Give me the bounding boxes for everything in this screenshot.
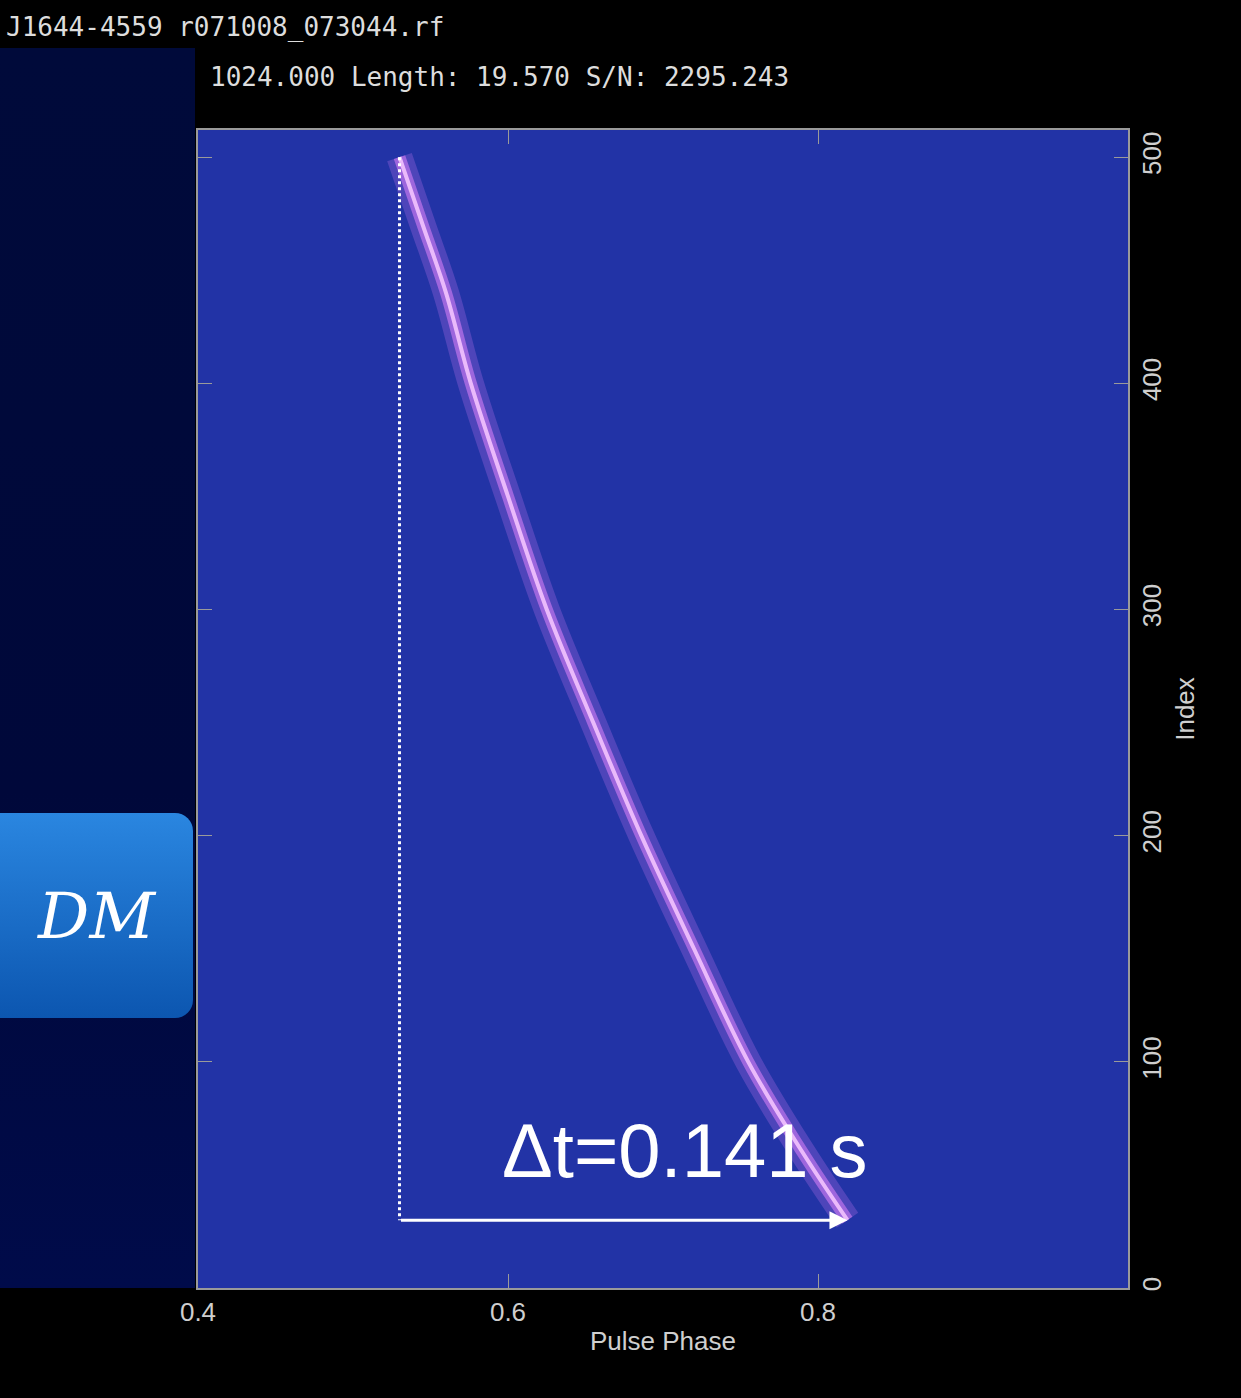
svg-text:0.4: 0.4 <box>180 1297 216 1327</box>
svg-text:400: 400 <box>1137 358 1167 401</box>
svg-text:100: 100 <box>1137 1036 1167 1079</box>
svg-text:0.6: 0.6 <box>490 1297 526 1327</box>
html-text:1024.000 Length: 19.570 S/N: 2: 1024.000 Length: 19.570 S/N: 2295.243 <box>210 62 790 92</box>
svg-text:Δt=0.141 s: Δt=0.141 s <box>502 1108 868 1193</box>
svg-text:0.8: 0.8 <box>800 1297 836 1327</box>
svg-text:300: 300 <box>1137 584 1167 627</box>
svg-text:0: 0 <box>1137 1277 1167 1291</box>
html-text:DM: DM <box>38 878 155 953</box>
svg-text:Pulse Phase: Pulse Phase <box>590 1326 736 1356</box>
html-text:J1644-4559 r071008_073044.rf: J1644-4559 r071008_073044.rf <box>6 12 445 42</box>
svg-text:500: 500 <box>1137 132 1167 175</box>
svg-text:200: 200 <box>1137 810 1167 853</box>
svg-text:Index: Index <box>1170 677 1200 741</box>
